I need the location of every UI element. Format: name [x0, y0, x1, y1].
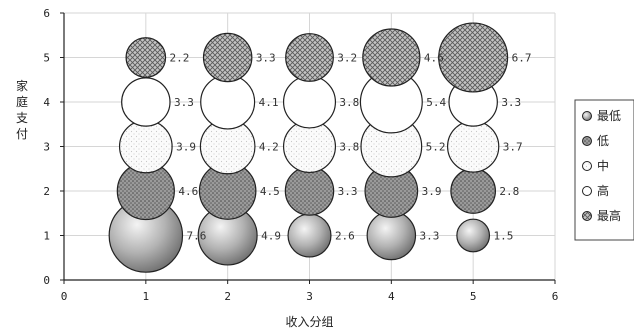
y-axis-title-char: 庭: [16, 94, 28, 109]
legend-swatch: [582, 186, 592, 196]
data-label: 3.3: [419, 230, 439, 243]
bubble: [438, 22, 509, 93]
bubble: [450, 168, 497, 214]
y-tick-label: 5: [43, 52, 50, 65]
data-label: 3.2: [337, 52, 357, 65]
data-label: 4.9: [261, 230, 281, 243]
data-label: 2.2: [170, 52, 190, 65]
y-tick-label: 4: [43, 96, 50, 109]
x-tick-label: 1: [143, 290, 150, 303]
data-label: 3.3: [256, 52, 276, 65]
bubble: [362, 28, 421, 87]
bubble: [118, 119, 173, 174]
bubble: [282, 75, 337, 129]
y-axis-title-char: 付: [16, 127, 28, 141]
data-label: 5.4: [426, 96, 446, 109]
y-axis-title: 家庭支付: [16, 78, 28, 141]
data-label: 4.5: [260, 185, 280, 198]
x-tick-label: 6: [552, 290, 559, 303]
data-label: 4.2: [259, 141, 279, 154]
data-label: 3.9: [176, 141, 196, 154]
legend-label: 最低: [597, 109, 621, 123]
bubble: [284, 166, 335, 216]
legend-swatch: [582, 136, 592, 146]
x-tick-label: 2: [224, 290, 231, 303]
data-label: 4.6: [178, 185, 198, 198]
bubble: [456, 218, 491, 253]
data-label: 3.3: [501, 96, 521, 109]
x-tick-label: 4: [388, 290, 395, 303]
y-tick-label: 2: [43, 185, 50, 198]
x-tick-label: 3: [306, 290, 313, 303]
data-label: 6.7: [512, 52, 532, 65]
data-label: 3.3: [338, 185, 358, 198]
legend-swatch: [582, 211, 592, 221]
y-tick-label: 0: [43, 274, 50, 287]
bubble: [125, 37, 167, 78]
data-label: 3.8: [339, 96, 359, 109]
data-label: 4.6: [424, 52, 444, 65]
bubble: [285, 33, 334, 82]
y-tick-label: 1: [43, 230, 50, 243]
bubble: [366, 210, 417, 261]
bubble: [202, 32, 253, 83]
x-tick-label: 5: [470, 290, 477, 303]
legend-swatch: [582, 161, 592, 171]
bubbles: [108, 22, 509, 273]
x-tick-label: 0: [61, 290, 68, 303]
bubble: [121, 77, 171, 127]
data-label: 7.6: [186, 230, 206, 243]
legend-label: 最高: [597, 208, 621, 223]
axes: 0 1 2 3 4 5 6 0 1 2 3 4 5 6: [43, 7, 558, 303]
data-label: 4.1: [259, 96, 279, 109]
y-axis-title-char: 支: [16, 111, 28, 125]
legend-label: 中: [597, 158, 609, 173]
data-labels: 7.6 4.9 2.6 3.3 1.5 4.6 4.5 3.3 3.9 2.8 3.9 4.2 3.8 5…: [170, 52, 532, 243]
data-label: 3.3: [174, 96, 194, 109]
y-tick-label: 3: [43, 141, 50, 154]
bubble: [446, 120, 500, 173]
data-label: 5.2: [426, 141, 446, 154]
x-axis-title: 收入分组: [285, 315, 333, 329]
legend-label: 高: [597, 183, 609, 198]
bubble: [200, 74, 256, 130]
data-label: 3.7: [503, 141, 523, 154]
legend-label: 低: [597, 134, 609, 148]
y-tick-label: 6: [43, 7, 50, 20]
y-axis-title-char: 家: [16, 78, 28, 93]
data-label: 2.6: [335, 230, 355, 243]
data-label: 3.8: [339, 141, 359, 154]
data-label: 2.8: [499, 185, 519, 198]
legend-swatch: [582, 111, 592, 121]
data-label: 1.5: [493, 230, 513, 243]
bubble: [287, 213, 332, 258]
data-label: 3.9: [422, 185, 442, 198]
